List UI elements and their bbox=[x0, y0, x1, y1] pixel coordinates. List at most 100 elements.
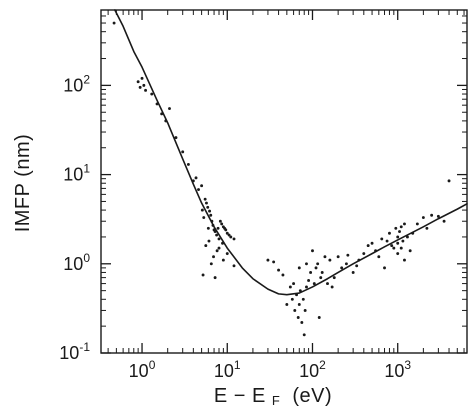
data-point bbox=[221, 241, 224, 245]
data-point bbox=[385, 239, 389, 243]
data-point bbox=[200, 208, 204, 212]
data-point bbox=[138, 85, 142, 89]
data-point bbox=[442, 219, 446, 223]
data-point bbox=[401, 239, 405, 243]
data-point bbox=[204, 244, 208, 248]
data-point bbox=[206, 226, 210, 230]
data-point bbox=[362, 252, 366, 256]
data-point bbox=[160, 112, 164, 116]
data-point bbox=[312, 282, 316, 286]
data-point bbox=[314, 266, 318, 270]
data-point bbox=[421, 216, 425, 219]
data-point bbox=[288, 285, 292, 289]
data-point bbox=[207, 239, 211, 243]
x-tick-exponent: 2 bbox=[319, 358, 326, 372]
y-tick-base: 10 bbox=[59, 343, 79, 363]
data-point bbox=[303, 308, 307, 312]
data-point bbox=[225, 231, 229, 235]
x-tick-label: 100 bbox=[129, 358, 156, 381]
data-point bbox=[403, 258, 406, 262]
plot-frame bbox=[100, 9, 468, 354]
data-point bbox=[197, 188, 200, 191]
y-axis-label: IMFP (nm) bbox=[12, 134, 34, 233]
data-point bbox=[206, 205, 210, 209]
data-point bbox=[208, 209, 212, 213]
data-point bbox=[112, 21, 116, 25]
data-point bbox=[332, 276, 336, 280]
y-tick-base: 10 bbox=[63, 254, 83, 274]
data-point bbox=[319, 276, 323, 280]
x-axis-label: E − E F (eV) bbox=[214, 385, 332, 410]
data-point bbox=[430, 213, 434, 217]
data-point bbox=[297, 266, 301, 270]
data-point bbox=[380, 237, 384, 241]
x-tick-label: 103 bbox=[384, 358, 411, 381]
data-point bbox=[164, 119, 168, 123]
y-tick-exponent: 0 bbox=[83, 251, 90, 265]
data-point bbox=[425, 226, 429, 230]
x-tick-exponent: 0 bbox=[149, 358, 156, 372]
data-point bbox=[285, 303, 289, 306]
data-point bbox=[209, 262, 213, 266]
data-point bbox=[351, 270, 355, 274]
data-point bbox=[220, 222, 224, 226]
x-tick-label: 101 bbox=[214, 358, 241, 381]
x-tick-base: 10 bbox=[214, 361, 234, 381]
data-point bbox=[405, 235, 409, 239]
data-point bbox=[307, 279, 311, 282]
data-point bbox=[398, 230, 401, 233]
data-point bbox=[355, 264, 359, 268]
data-point bbox=[227, 233, 231, 237]
plot-area bbox=[112, 9, 468, 337]
data-point bbox=[215, 233, 219, 237]
data-point bbox=[370, 241, 374, 245]
data-point bbox=[403, 222, 406, 226]
data-point bbox=[181, 150, 185, 154]
data-point bbox=[229, 235, 233, 239]
data-point bbox=[155, 102, 159, 106]
data-point bbox=[200, 184, 204, 188]
data-point bbox=[302, 333, 306, 337]
data-point bbox=[225, 252, 229, 256]
y-tick-base: 10 bbox=[63, 165, 83, 185]
data-point bbox=[311, 249, 314, 253]
data-point bbox=[305, 285, 308, 289]
data-point bbox=[309, 270, 313, 274]
data-point bbox=[408, 249, 412, 253]
data-point bbox=[186, 162, 190, 166]
data-point bbox=[377, 255, 381, 259]
y-tick-exponent: 2 bbox=[83, 72, 90, 86]
data-point bbox=[415, 222, 419, 226]
data-point bbox=[328, 258, 332, 262]
data-point bbox=[140, 76, 144, 80]
data-point bbox=[205, 201, 208, 205]
y-tick-label: 100 bbox=[63, 251, 90, 274]
y-tick-exponent: -1 bbox=[79, 340, 90, 354]
data-point bbox=[399, 225, 403, 229]
x-axis-label-unit: (eV) bbox=[292, 385, 332, 407]
data-point bbox=[224, 228, 228, 232]
data-point bbox=[396, 235, 400, 239]
data-point bbox=[281, 273, 285, 277]
data-point bbox=[144, 88, 148, 92]
data-point bbox=[374, 249, 378, 253]
data-point bbox=[392, 246, 396, 250]
data-point bbox=[330, 285, 334, 289]
data-point bbox=[218, 219, 222, 223]
data-point bbox=[388, 231, 391, 235]
y-tick-label: 101 bbox=[63, 162, 90, 185]
data-point bbox=[201, 273, 205, 277]
data-point bbox=[298, 289, 302, 293]
data-point bbox=[136, 80, 140, 84]
data-point bbox=[217, 246, 221, 250]
data-point bbox=[232, 264, 236, 268]
data-point bbox=[447, 179, 451, 183]
data-point bbox=[216, 226, 220, 230]
data-point bbox=[142, 83, 146, 87]
y-tick-base: 10 bbox=[63, 75, 83, 95]
data-point bbox=[292, 282, 296, 286]
data-point bbox=[336, 255, 340, 259]
data-point bbox=[202, 216, 206, 219]
data-point bbox=[215, 249, 219, 253]
